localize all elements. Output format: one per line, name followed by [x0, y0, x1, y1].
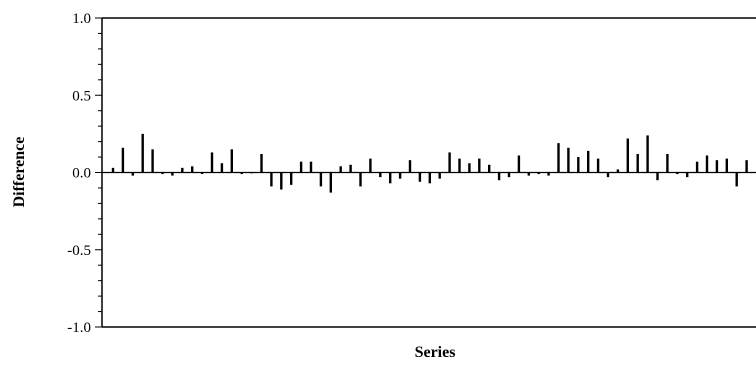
bar: [200, 172, 204, 175]
bar: [646, 135, 649, 173]
bar: [587, 150, 590, 173]
bar: [626, 138, 629, 173]
bar: [616, 169, 620, 173]
bar: [676, 172, 679, 175]
bar: [596, 158, 600, 173]
bar: [151, 149, 154, 173]
y-tick-label: 0.5: [72, 88, 91, 104]
bar: [240, 172, 243, 175]
bar: [497, 172, 501, 181]
bar: [468, 163, 471, 173]
bar: [725, 158, 728, 173]
bar: [537, 172, 540, 175]
bar: [260, 153, 263, 173]
bar: [319, 172, 323, 187]
bar: [527, 172, 530, 176]
bar: [567, 147, 570, 173]
bar: [161, 172, 164, 175]
bar: [131, 172, 134, 176]
bar: [191, 166, 194, 173]
bar: [557, 143, 560, 173]
y-tick-label: 1.0: [72, 11, 91, 27]
bar: [488, 164, 491, 173]
bar: [636, 153, 639, 173]
bar: [379, 172, 382, 178]
bar: [181, 167, 184, 173]
bar: [389, 172, 392, 184]
bar: [428, 172, 431, 184]
bar: [686, 172, 689, 178]
bars: [111, 133, 748, 193]
y-tick-label: -1.0: [67, 320, 91, 336]
bar: [418, 172, 422, 182]
bar: [478, 158, 481, 173]
bar: [121, 147, 125, 173]
x-axis-title: Series: [415, 344, 456, 361]
bar: [577, 157, 580, 173]
y-tick-label: -0.5: [67, 243, 91, 259]
bar: [547, 172, 550, 176]
bar: [448, 152, 451, 173]
bar: [210, 152, 214, 173]
bar: [369, 158, 372, 173]
bar: [270, 172, 273, 187]
bar: [408, 160, 412, 173]
bar: [745, 160, 748, 173]
bar: [606, 172, 610, 178]
bar: [398, 172, 402, 179]
y-axis-title: Difference: [11, 137, 28, 208]
bar: [290, 172, 293, 185]
bar: [715, 160, 719, 173]
bar: [250, 172, 253, 174]
bar: [280, 172, 283, 190]
bar: [735, 172, 738, 187]
bar: [705, 155, 709, 173]
bar: [359, 172, 362, 187]
bar: [339, 166, 342, 173]
bar: [507, 172, 511, 178]
bar: [299, 161, 303, 173]
bar: [438, 172, 441, 179]
bar: [329, 172, 332, 193]
bar: [111, 167, 115, 173]
bar: [220, 163, 224, 173]
bar: [666, 153, 669, 173]
bar: [141, 133, 144, 173]
bar: [349, 164, 352, 173]
y-axis-ticks: 1.0 0.5 0.0 -0.5 -1.0: [67, 11, 102, 336]
bar: [230, 149, 233, 173]
bar: [517, 155, 521, 173]
y-tick-label: 0.0: [72, 166, 91, 182]
bar: [656, 172, 659, 181]
bar: [309, 161, 313, 173]
bar: [171, 172, 174, 176]
bar: [695, 161, 699, 173]
bar: [458, 158, 461, 173]
